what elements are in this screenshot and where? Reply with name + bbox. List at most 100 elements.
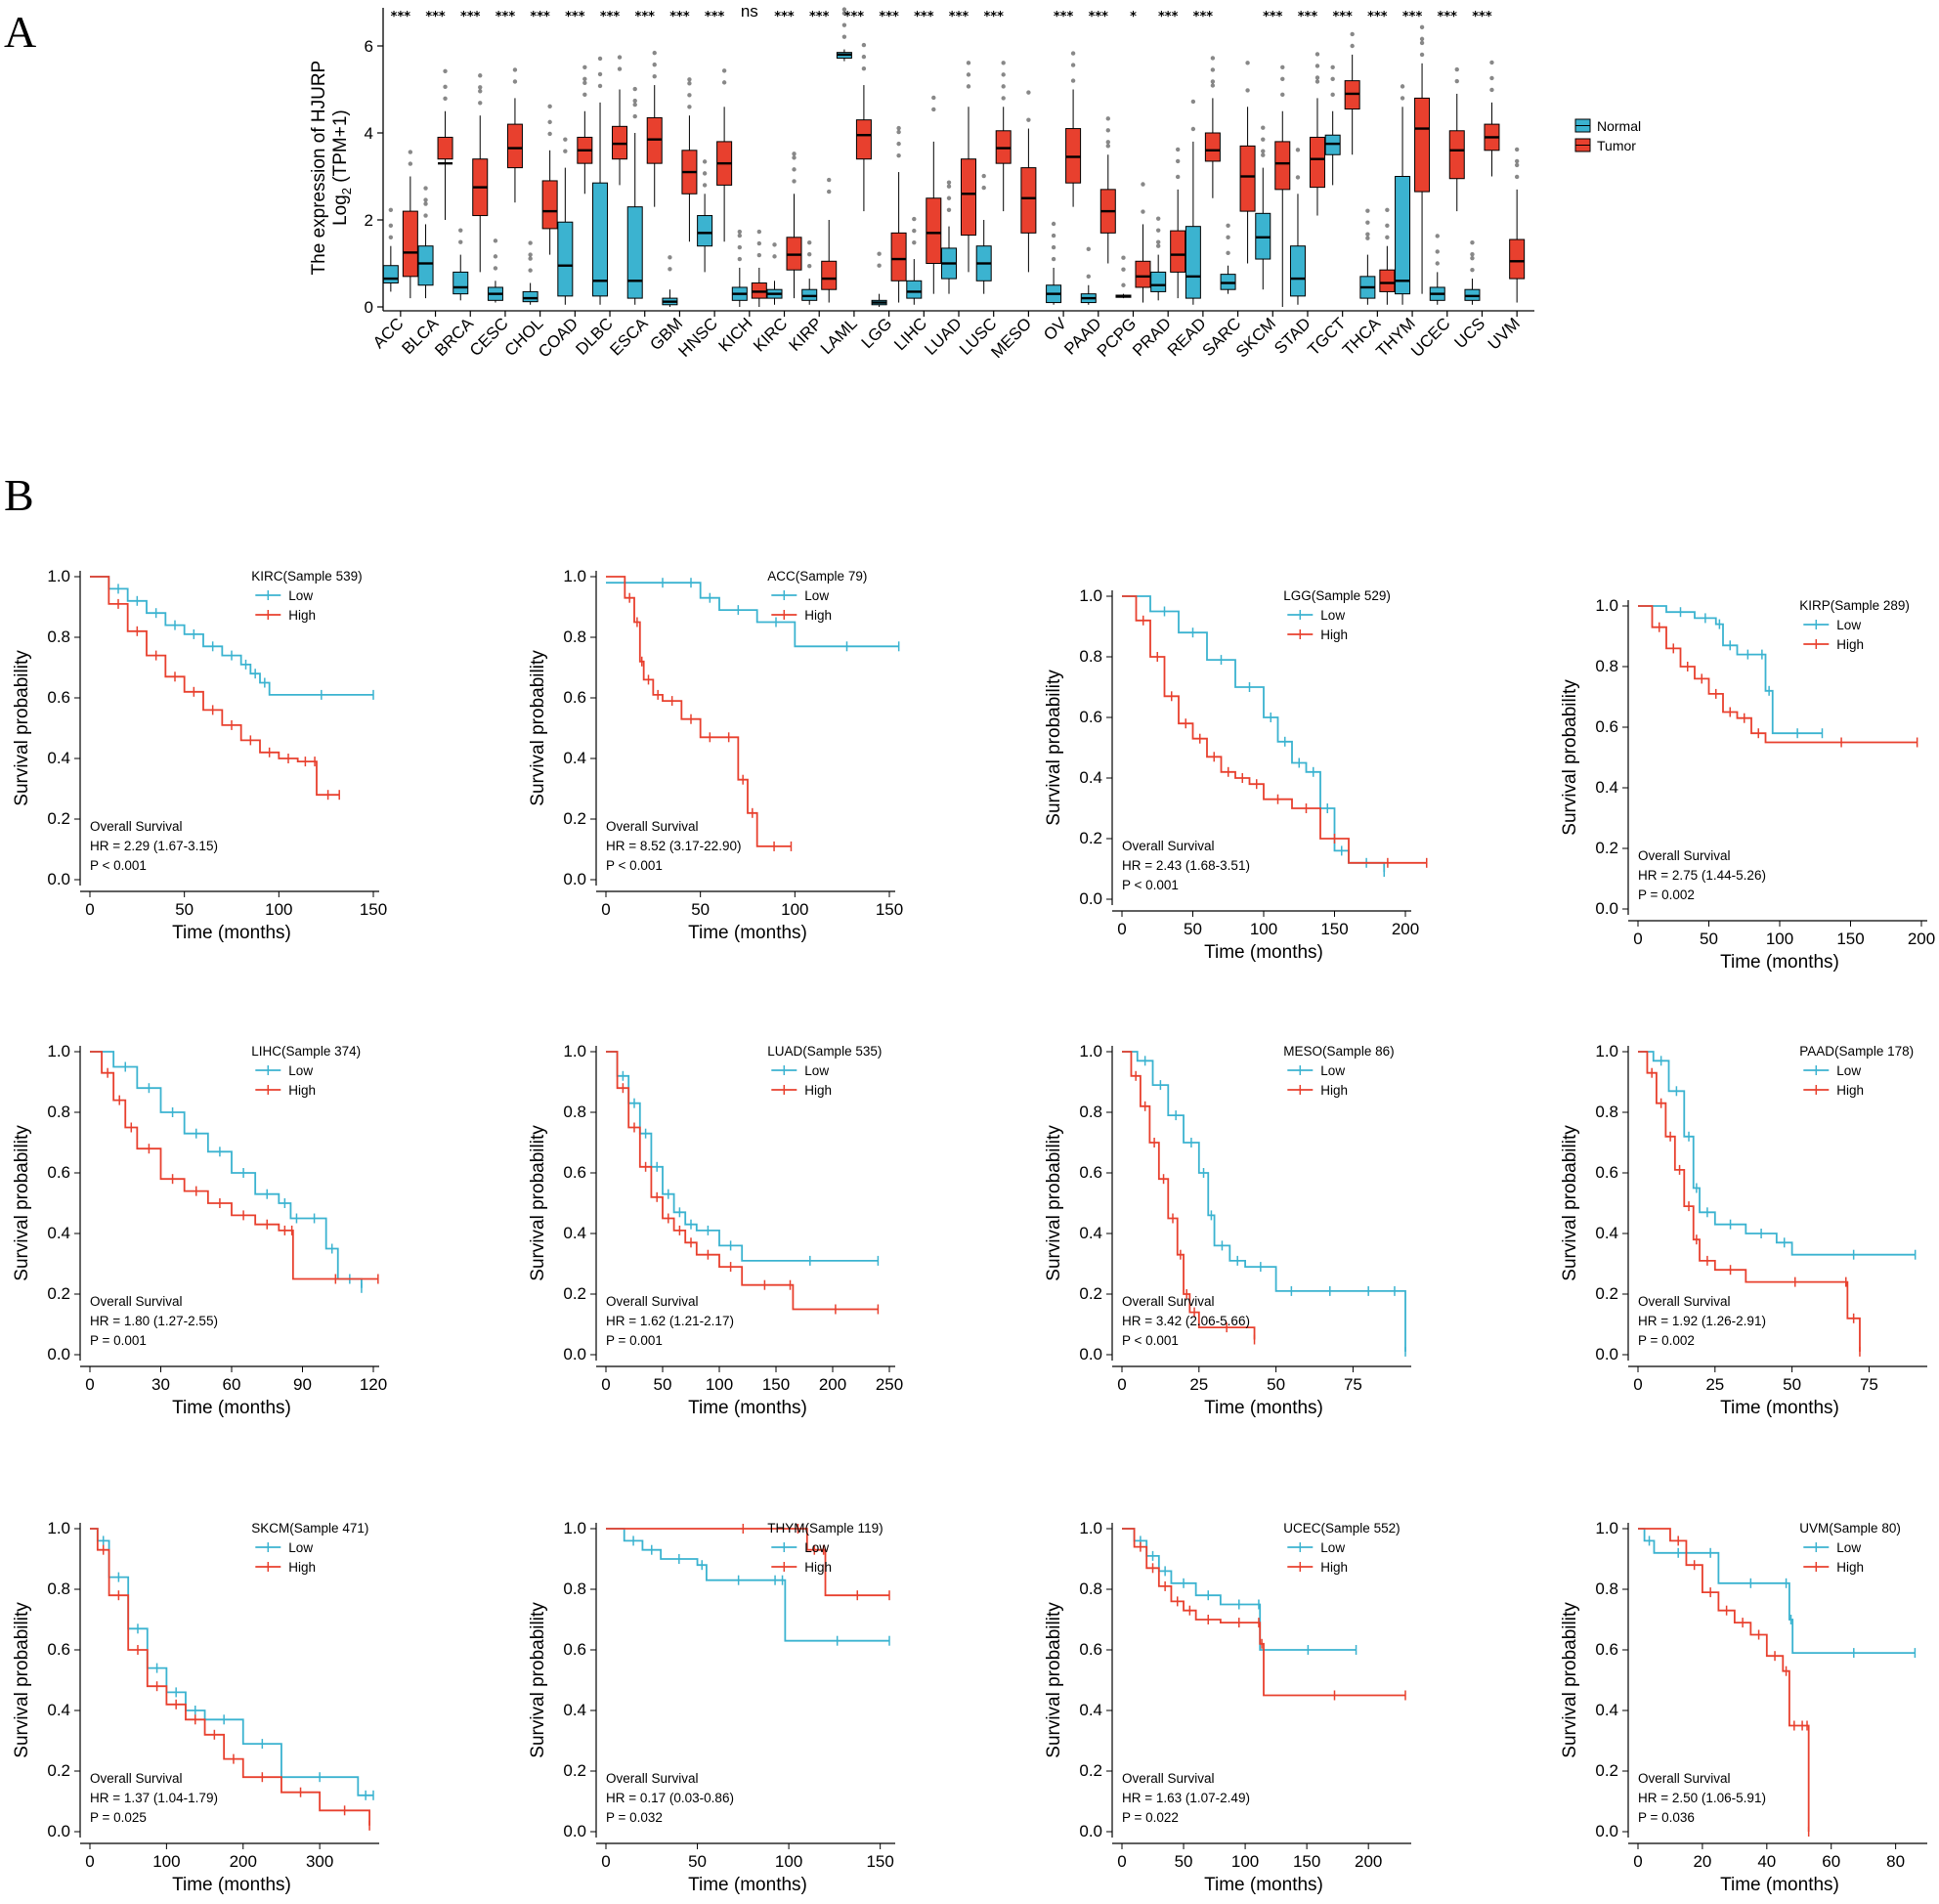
legend-label-high: High [804,1560,832,1575]
significance-label: *** [1263,10,1283,24]
x-tick-label: 25 [1705,1375,1724,1394]
x-tick-label: 75 [1860,1375,1878,1394]
box-normal-box [1395,176,1411,295]
box-normal-box [626,206,643,299]
y-tick-label: 1.0 [563,567,586,585]
box-normal-outlier [388,223,394,228]
y-tick-label: 1.0 [1595,1519,1618,1537]
x-tick-label: 300 [306,1852,333,1871]
box-normal-outlier [563,137,568,142]
x-tick-label: ESCA [606,314,652,360]
panel-label-a: A [4,7,36,57]
x-tick-label: LGG [858,314,896,352]
box-normal-outlier [841,11,847,16]
box-normal-outlier [1261,125,1266,130]
box-tumor-box [1414,97,1431,193]
y-tick-label: 1.0 [47,567,70,585]
y-tick-label: 0.2 [1079,829,1102,847]
box-normal-outlier [807,263,812,269]
box-tumor-outlier [1489,60,1494,65]
box-tumor-box [541,180,558,230]
x-tick-label: 100 [775,1852,802,1871]
x-tick-label: 150 [866,1852,893,1871]
x-tick-label: 150 [360,900,387,919]
km-curve-high [606,576,792,847]
x-tick-label: 200 [1392,920,1419,938]
x-axis-title: Time (months) [1720,952,1839,973]
box-tumor-box [1509,238,1526,280]
significance-label: ns [741,2,758,21]
box-tumor-outlier [1314,79,1320,84]
box-tumor-outlier [966,84,971,89]
box-normal-outlier [912,239,917,245]
y-tick-label: 0.4 [1595,1224,1618,1242]
km-title: PAAD(Sample 178) [1799,1044,1914,1059]
box-tumor-box [1204,132,1221,162]
box-normal-outlier [632,102,637,108]
significance-label: *** [496,10,516,24]
box-normal-outlier [1155,239,1161,244]
x-tick-label: 50 [1700,930,1718,948]
y-axis-title: Survival probability [1560,1125,1580,1281]
significance-label: *** [1402,10,1423,24]
x-tick-label: MESO [987,314,1035,362]
x-tick-label: 0 [1633,1852,1642,1871]
x-tick-label: 50 [691,900,710,919]
box-normal-outlier [1295,148,1301,152]
km-plot-ucec: 0.0 0.2 0.4 0.6 0.8 1.0 0 50 100 150 200 Time (mont… [1044,1519,1411,1895]
x-axis-title: Time (months) [1720,1398,1839,1418]
y-tick-label: 0.2 [563,1761,586,1780]
box-normal-outlier [1051,244,1056,250]
y-tick-label: 0.4 [563,749,586,767]
box-normal-outlier [702,159,708,164]
legend-label-low: Low [1836,1063,1861,1078]
box-normal-outlier [946,180,952,185]
y-tick-label: 0.0 [1079,1822,1102,1840]
box-normal-outlier [1086,274,1091,280]
box-normal-outlier [1226,235,1230,239]
y-tick-label: 0.4 [563,1701,586,1719]
x-tick-label: 50 [1267,1375,1285,1394]
significance-label: *** [460,10,481,24]
x-tick-label: 200 [819,1375,846,1394]
box-normal-outlier [1365,208,1370,213]
y-tick-label: 0.6 [1595,1163,1618,1182]
box-tumor-box [1135,260,1151,288]
km-curve-high [606,1528,889,1597]
km-annotation: Overall Survival [606,1771,699,1786]
box-normal-outlier [563,149,568,153]
km-annotation: HR = 1.63 (1.07-2.49) [1122,1791,1250,1805]
km-annotation: HR = 2.29 (1.67-3.15) [90,839,218,853]
box-tumor-box [1309,136,1325,189]
x-tick-label: 80 [1886,1852,1905,1871]
box-normal-outlier [458,228,463,233]
x-axis-title: Time (months) [1720,1875,1839,1895]
box-tumor-outlier [1280,92,1285,98]
box-tumor-outlier [408,150,413,154]
significance-label: *** [530,10,550,24]
box-normal-outlier [946,207,952,212]
box-tumor-outlier [652,73,657,79]
km-annotation: P < 0.001 [1122,878,1179,892]
box-normal-outlier [597,71,603,77]
box-normal-outlier [1295,175,1301,180]
box-tumor-outlier [443,68,448,74]
y-tick-label: 0.6 [1595,717,1618,736]
x-tick-label: 100 [152,1852,180,1871]
x-tick-label: 150 [1836,930,1864,948]
km-curve-high [90,1528,370,1826]
x-tick-label: 40 [1757,1852,1776,1871]
km-plot-lihc: 0.0 0.2 0.4 0.6 0.8 1.0 0 30 60 90 120 Time (months… [12,1042,387,1418]
x-tick-label: 200 [1355,1852,1382,1871]
box-tumor-outlier [1026,90,1031,95]
box-normal-outlier [528,256,533,261]
box-tumor-box [890,232,907,281]
box-tumor-outlier [1105,128,1110,133]
y-tick-label: 0.2 [1079,1284,1102,1303]
x-tick-label: 250 [876,1375,903,1394]
y-axis-title-line1: The expression of HJURP [309,61,329,276]
km-curve-high [90,1051,378,1280]
km-annotation: Overall Survival [606,819,699,834]
legend-label-low: Low [1836,618,1861,632]
box-tumor-outlier [1105,116,1110,121]
